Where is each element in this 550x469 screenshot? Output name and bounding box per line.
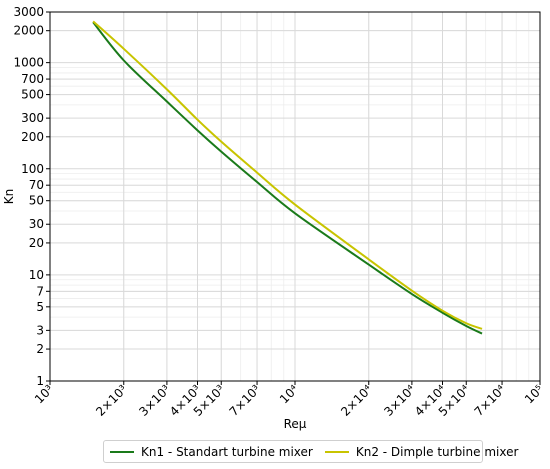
x-tick-label: 7×10⁴ [472,382,509,419]
y-tick-label: 300 [21,111,44,125]
y-tick-label: 2000 [13,24,44,38]
x-tick-label: 3×10³ [136,382,173,419]
y-tick-label: 3 [36,323,44,337]
y-tick-label: 2 [36,342,44,356]
y-tick-label: 3000 [13,5,44,19]
y-tick-label: 100 [21,162,44,176]
series-line-1 [92,21,483,335]
legend-label-kn2: Kn2 - Dimple turbine mixer [355,444,519,459]
x-tick-label: 2×10³ [93,382,130,419]
x-tick-label: 7×10³ [227,382,264,419]
y-tick-label: 20 [29,236,44,250]
y-tick-label: 200 [21,130,44,144]
y-tick-label: 50 [29,194,44,208]
legend-swatch-kn2 [324,450,349,453]
y-tick-label: 30 [29,217,44,231]
legend: Kn1 - Standart turbine mixer Kn2 - Dimpl… [103,440,518,463]
series-line-2 [92,20,483,330]
series-layer [92,20,483,335]
y-axis-label: Kn [2,189,16,204]
x-axis-label: Reμ [284,417,307,431]
legend-label-kn1: Kn1 - Standart turbine mixer [141,444,313,459]
legend-swatch-kn1 [110,450,134,453]
y-tick-label: 70 [29,178,44,192]
x-tick-label: 10⁵ [522,382,546,406]
y-tick-label: 700 [21,72,44,86]
y-tick-label: 1000 [13,56,44,70]
x-tick-label: 3×10⁴ [381,382,418,419]
y-tick-label: 10 [29,268,44,282]
y-tick-label: 1 [36,374,44,388]
legend-item-kn2: Kn2 - Dimple turbine mixer [324,444,519,459]
x-tick-label: 2×10⁴ [338,382,375,419]
y-axis-ticks: 1 2 3 5 7 10 20 30 50 70 100 200 300 500 700 1000 2000 30… [13,5,50,388]
y-tick-label: 500 [21,88,44,102]
y-tick-label: 5 [36,300,44,314]
legend-item-kn1: Kn1 - Standart turbine mixer [110,445,313,459]
y-tick-label: 7 [36,284,44,298]
x-tick-label: 10⁴ [277,382,301,406]
